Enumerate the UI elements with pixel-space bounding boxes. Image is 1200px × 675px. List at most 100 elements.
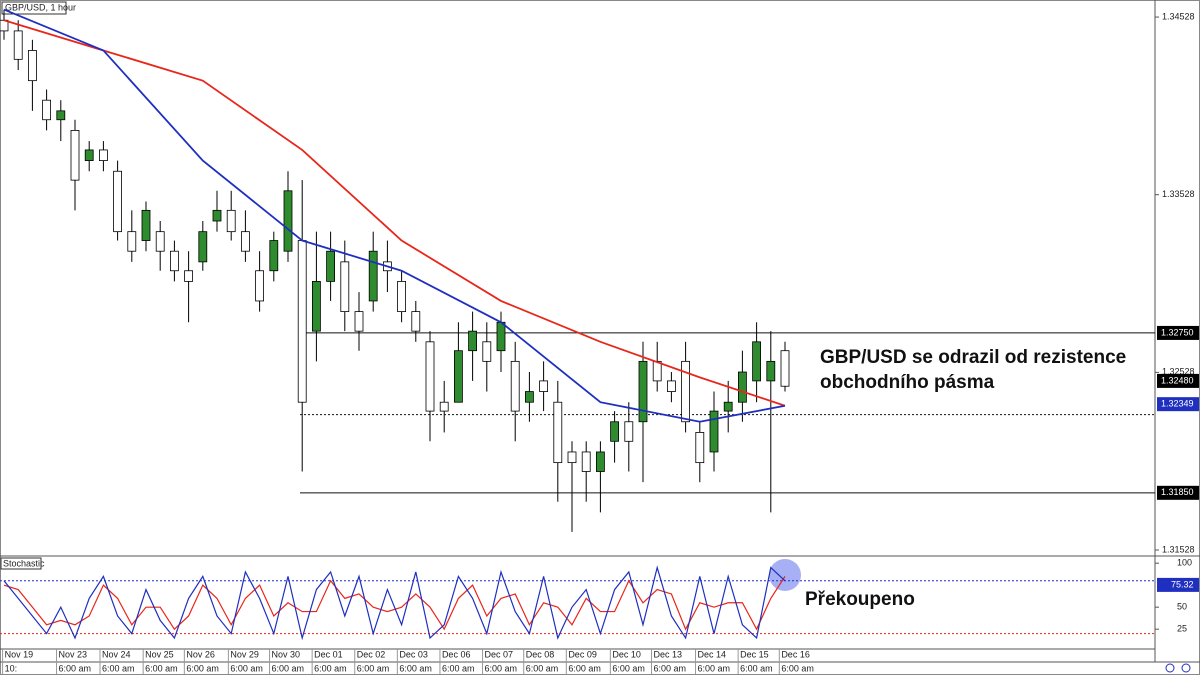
y-tick-label: 1.33528 [1162, 189, 1195, 199]
candle-body [681, 360, 690, 423]
title-box [1, 1, 67, 15]
candle-body [99, 149, 108, 162]
x-tick-time: 6:00 am [740, 663, 773, 673]
candle-body [184, 270, 194, 282]
candle-body [425, 341, 435, 412]
x-tick-time: 6:00 am [314, 663, 347, 673]
candle-body [27, 50, 37, 82]
candle-body [439, 401, 449, 412]
candle-body [709, 410, 719, 453]
x-tick-time: 6:00 am [612, 663, 645, 673]
x-tick-time: 6:00 am [399, 663, 432, 673]
candle-body [84, 149, 94, 162]
candle-body [453, 350, 463, 403]
stoch-tick-label: 100 [1177, 558, 1192, 568]
x-tick-time: 6:00 am [272, 663, 305, 673]
x-tick-time: 6:00 am [59, 663, 92, 673]
candle-body [368, 250, 378, 302]
candle-body [354, 311, 364, 332]
candle-body [141, 209, 151, 241]
candle-body [652, 360, 662, 382]
candle-body [752, 341, 761, 382]
y-tick-label: 1.32528 [1162, 367, 1195, 377]
candle-body [510, 360, 520, 412]
candle-body [255, 270, 265, 302]
stoch-tick-label: 25 [1177, 624, 1187, 634]
candle-body [468, 330, 478, 352]
x-tick-label: Nov 23 [59, 649, 88, 659]
price-tag [1157, 397, 1199, 412]
y-tick-label: 1.31528 [1162, 544, 1195, 554]
x-tick-label: Dec 10 [612, 649, 641, 659]
candle-body [13, 30, 23, 60]
level-tag [1157, 325, 1199, 340]
stoch-current-label: 75.32 [1171, 579, 1194, 589]
stoch-current-tag [1157, 577, 1199, 592]
candle-body [738, 371, 747, 403]
stoch-line [3, 565, 786, 641]
x-tick-label: Dec 01 [314, 649, 343, 659]
level-tag [1157, 485, 1199, 500]
x-tick-label: Dec 08 [526, 649, 555, 659]
x-tick-label: Nov 26 [186, 649, 215, 659]
candle-body [567, 451, 577, 464]
candle-body [113, 170, 122, 233]
candle-body [610, 421, 619, 442]
candle-body [525, 391, 534, 403]
moving-average [3, 8, 786, 423]
candle-body [411, 311, 421, 332]
stoch-tick-label: 50 [1177, 602, 1187, 612]
candle-body [212, 209, 222, 222]
x-tick-time: 6:00 am [230, 663, 263, 673]
candle-body [723, 401, 733, 412]
highlight-circle [769, 559, 801, 591]
x-tick-time: 6:00 am [485, 663, 518, 673]
x-tick-label: Nov 19 [5, 649, 34, 659]
candle-body [226, 209, 236, 233]
candle-body [198, 231, 208, 263]
candle-body [397, 281, 407, 313]
candle-body [766, 360, 776, 382]
x-tick-label: Dec 03 [399, 649, 428, 659]
candle-body [667, 380, 676, 392]
candle-body [70, 130, 80, 181]
y-tick-label: 1.34528 [1162, 11, 1195, 21]
corner-icons [1165, 663, 1191, 673]
x-tick-time: 6:00 am [568, 663, 601, 673]
x-tick-label: Nov 24 [102, 649, 131, 659]
candle-body [56, 110, 66, 121]
candle-body [297, 240, 307, 403]
x-tick-time: 6:00 am [654, 663, 687, 673]
candle-body [169, 250, 179, 272]
stoch-note: Překoupeno [805, 589, 915, 610]
candle-body [780, 350, 790, 387]
level-tag-label: 1.32750 [1161, 327, 1194, 337]
candle-body [326, 250, 336, 282]
stoch-title: Stochastic [3, 558, 45, 568]
candle-body [496, 321, 506, 352]
candle-body [638, 360, 648, 423]
candle-body [311, 281, 321, 332]
price-tag [1157, 373, 1199, 388]
moving-average [3, 19, 786, 407]
x-tick-label: Nov 30 [272, 649, 301, 659]
candle-body [695, 432, 705, 464]
x-tick-time: 6:00 am [442, 663, 475, 673]
annotation: GBP/USD se odrazil od rezistence [820, 347, 1126, 368]
candle-body [596, 451, 605, 472]
x-tick-time: 6:00 am [145, 663, 178, 673]
x-tick-label: Dec 16 [781, 649, 810, 659]
price-tag-label: 1.32349 [1161, 399, 1194, 409]
candle-body [624, 421, 634, 442]
candle-body [539, 380, 548, 392]
x-tick-time: 6:00 am [186, 663, 219, 673]
candle-body [340, 261, 350, 313]
candle-body [155, 231, 165, 252]
x-tick-label: Dec 15 [740, 649, 769, 659]
candle-body [482, 341, 492, 362]
x-tick-label: Dec 06 [442, 649, 471, 659]
candle-body [553, 401, 563, 464]
chart-title: GBP/USD, 1 hour [5, 2, 76, 12]
